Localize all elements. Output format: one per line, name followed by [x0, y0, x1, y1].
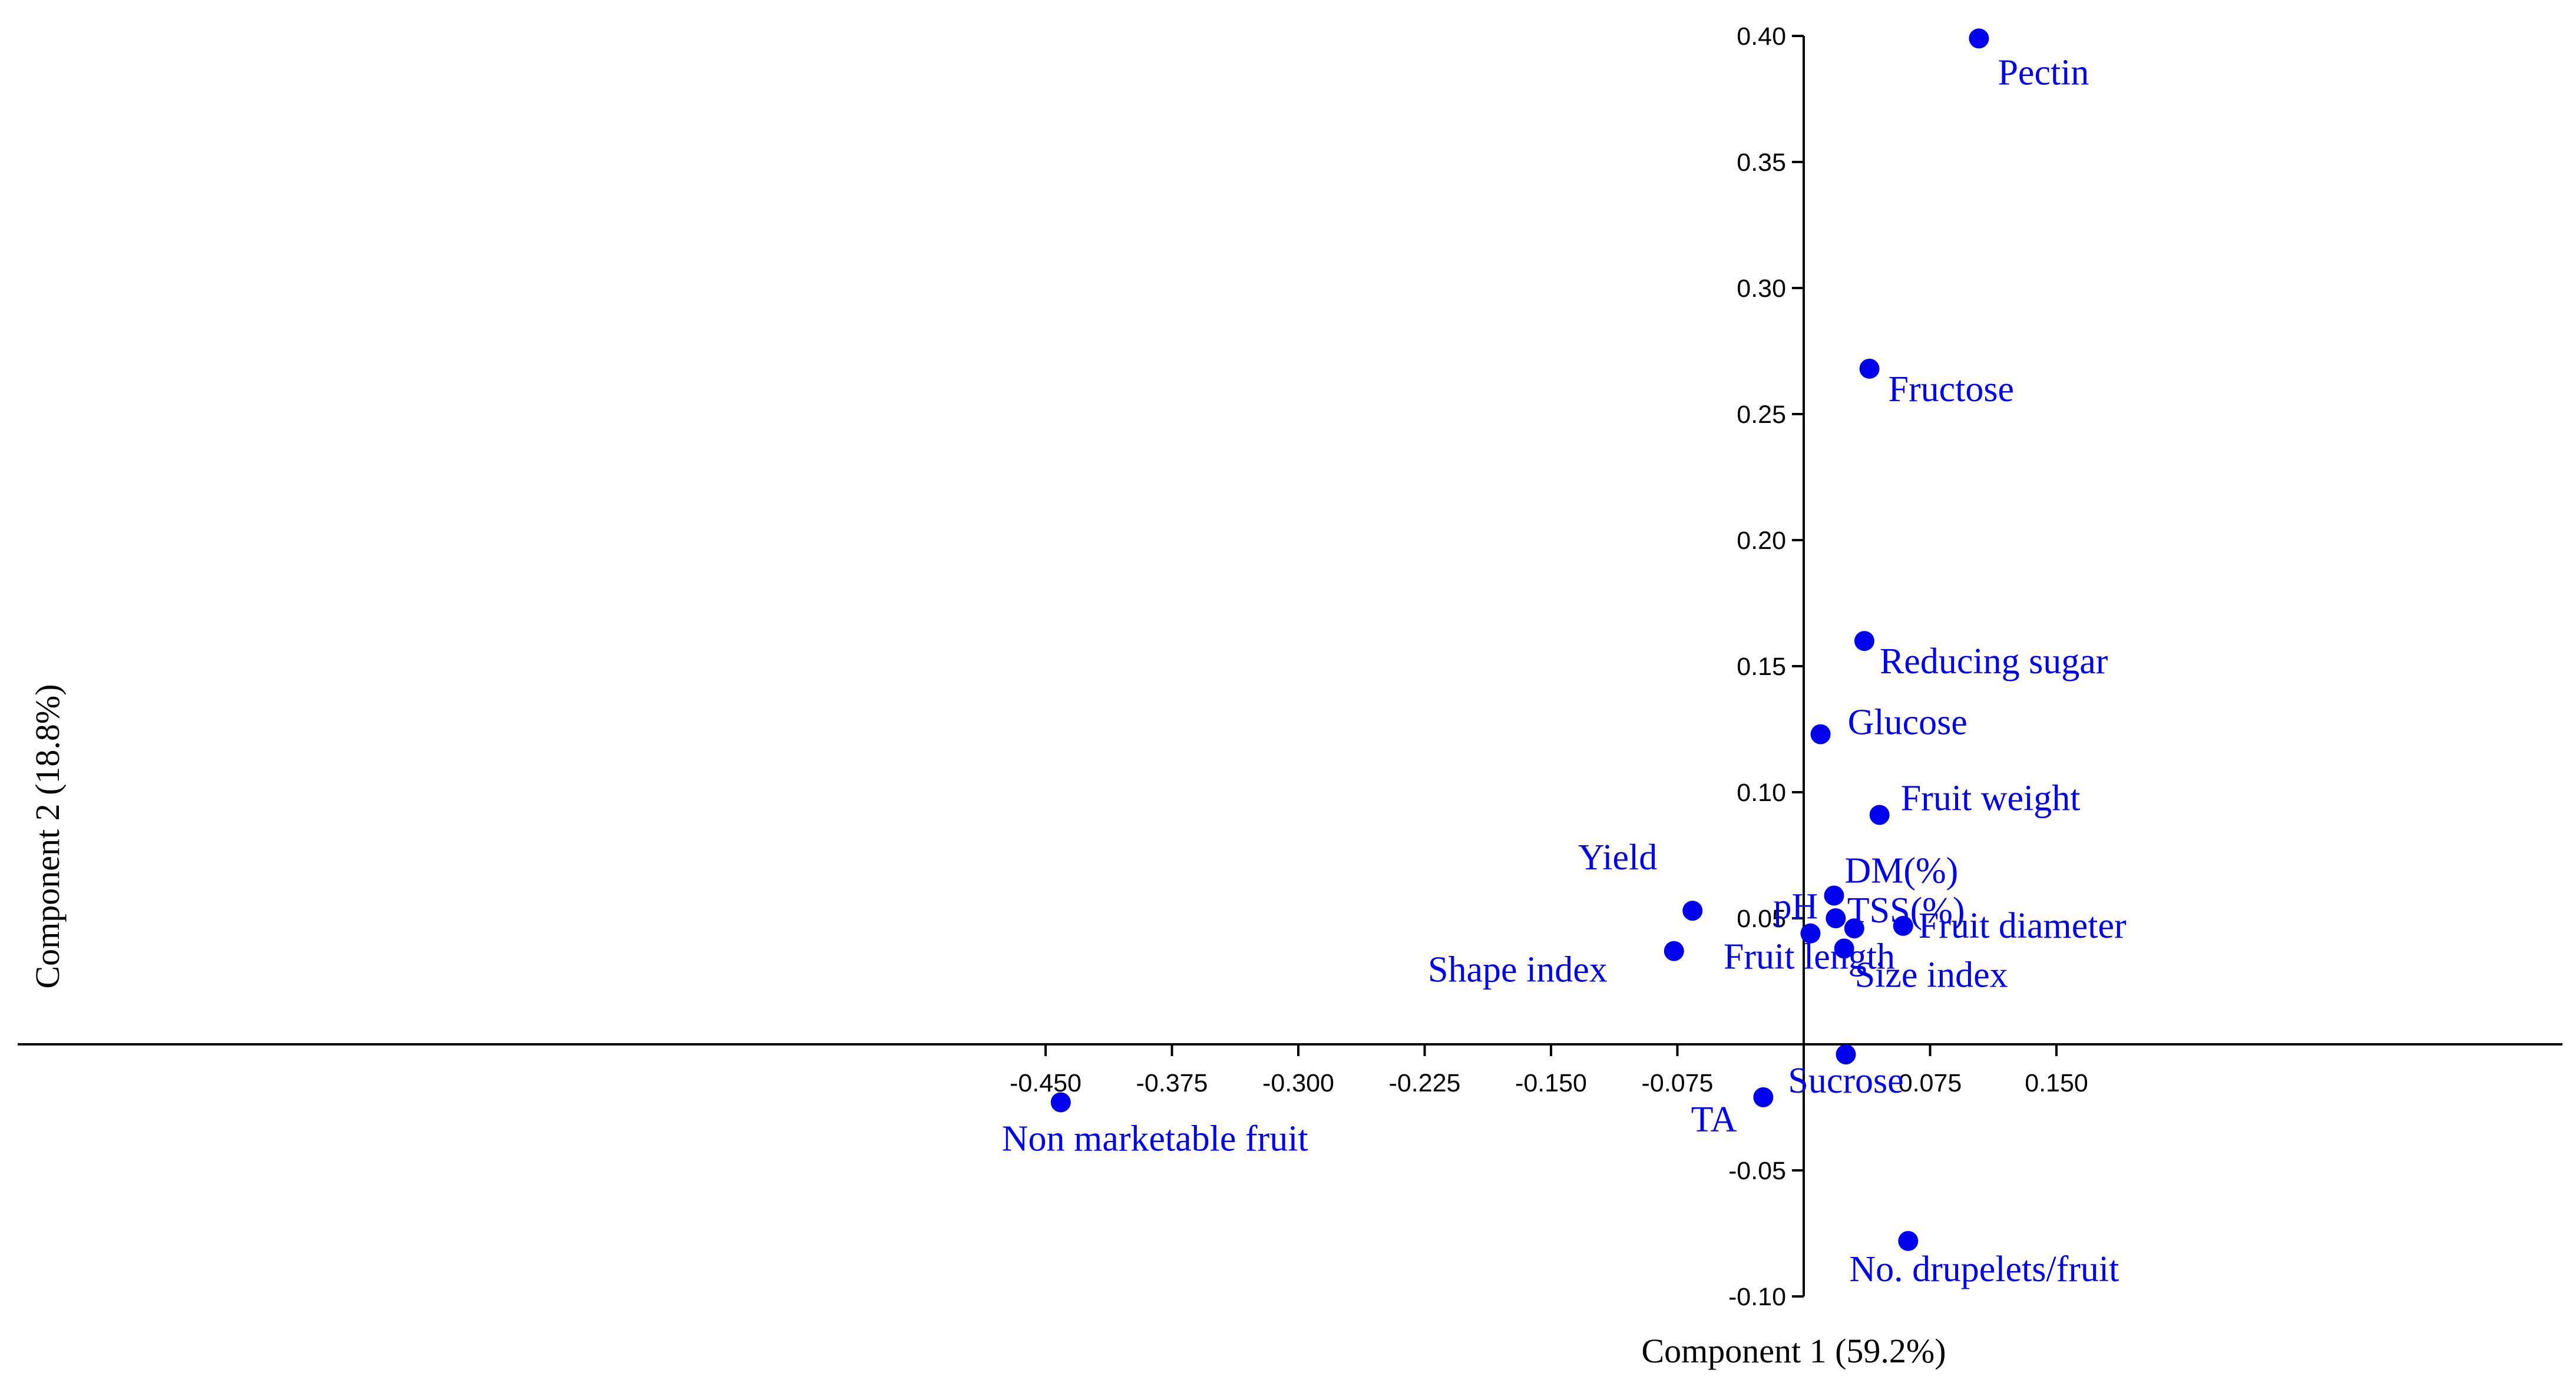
data-point — [1753, 1087, 1774, 1107]
data-point — [1869, 805, 1890, 825]
y-tick-label: 0.15 — [1737, 653, 1786, 681]
y-tick-label: 0.35 — [1737, 148, 1786, 177]
y-tick-label: 0.05 — [1737, 905, 1786, 933]
y-tick-label: -0.05 — [1728, 1157, 1786, 1185]
x-tick-label: 0.150 — [2025, 1069, 2088, 1097]
data-point-label: Size index — [1855, 955, 2008, 995]
x-tick-label: -0.375 — [1136, 1069, 1208, 1097]
x-tick-label: -0.300 — [1262, 1069, 1334, 1097]
y-tick-label: 0.20 — [1737, 527, 1786, 555]
y-tick-label: 0.25 — [1737, 401, 1786, 429]
data-point-label: pH — [1774, 886, 1818, 927]
y-axis-ticks: 0.40 0.35 0.30 0.25 0.20 0.15 0.10 0.05 -0.05 -0.… — [1728, 22, 1804, 1311]
data-point-label: Non marketable fruit — [1002, 1119, 1308, 1159]
data-point — [1859, 358, 1880, 379]
data-point-label: Shape index — [1428, 950, 1608, 990]
y-tick-label: -0.10 — [1728, 1283, 1786, 1311]
x-tick-label: -0.225 — [1389, 1069, 1461, 1097]
data-point — [1836, 1044, 1856, 1065]
data-point — [1050, 1092, 1071, 1113]
data-point — [1824, 885, 1844, 906]
data-point — [1834, 938, 1854, 959]
data-point — [1800, 923, 1821, 944]
data-point-label: No. drupelets/fruit — [1849, 1249, 2119, 1289]
data-point-label: Glucose — [1848, 703, 1967, 743]
y-tick-label: 0.10 — [1737, 779, 1786, 807]
data-point — [1682, 901, 1703, 921]
data-point-label: Yield — [1578, 838, 1657, 878]
data-point — [1969, 28, 1989, 49]
data-point — [1826, 908, 1846, 928]
x-tick-label: -0.150 — [1515, 1069, 1587, 1097]
data-point-label: Fructose — [1889, 369, 2015, 409]
data-point — [1893, 915, 1913, 936]
y-tick-label: 0.30 — [1737, 274, 1786, 303]
data-point — [1898, 1230, 1919, 1251]
x-tick-label: -0.450 — [1010, 1069, 1082, 1097]
x-tick-label: -0.075 — [1642, 1069, 1714, 1097]
x-axis-ticks: -0.450 -0.375 -0.300 -0.225 -0.150 -0.075 0.07… — [1010, 1044, 2088, 1097]
data-point-label: TA — [1691, 1100, 1737, 1140]
axes — [18, 36, 2562, 1296]
data-point-label: DM(%) — [1844, 851, 1958, 891]
data-point-label: Fruit weight — [1901, 779, 2081, 819]
data-point-label: Pectin — [1998, 52, 2089, 92]
data-point — [1854, 631, 1874, 651]
y-tick-label: 0.40 — [1737, 22, 1786, 51]
data-point-label: Fruit length — [1724, 937, 1895, 977]
data-point-label: Sucrose — [1788, 1061, 1903, 1101]
x-tick-label: 0.075 — [1899, 1069, 1962, 1097]
data-point — [1844, 918, 1864, 939]
data-point-label: Fruit diameter — [1919, 906, 2127, 946]
data-points: Pectin Fructose Reducing sugar Glucose Fruit… — [1002, 28, 2127, 1289]
x-axis-title: Component 1 (59.2%) — [1641, 1332, 1946, 1370]
y-axis-title: Component 2 (18.8%) — [28, 684, 67, 988]
data-point — [1664, 941, 1684, 961]
data-point-label: Reducing sugar — [1880, 641, 2108, 681]
data-point — [1810, 724, 1831, 745]
